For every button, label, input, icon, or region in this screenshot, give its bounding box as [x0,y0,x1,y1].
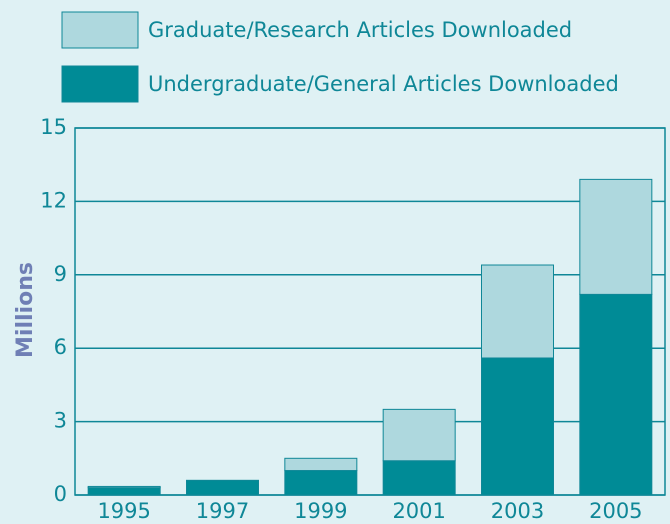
x-tick-label: 2003 [491,499,544,523]
legend-label: Undergraduate/General Articles Downloade… [148,72,619,96]
bar-segment [186,479,259,496]
y-tick-label: 9 [54,262,67,286]
bar-segment [87,485,161,489]
y-tick-label: 0 [54,482,67,506]
legend-label: Graduate/Research Articles Downloaded [148,18,572,42]
x-tick-label: 1995 [97,499,150,523]
bar-segment [481,357,554,496]
bar-segment [579,293,653,496]
bar-segment [382,460,456,496]
x-tick-label: 1999 [294,499,347,523]
y-tick-label: 15 [40,115,67,139]
legend-swatch [61,11,139,49]
plot-frame [74,127,666,496]
y-axis-label: Millions [13,262,38,358]
y-tick-label: 6 [54,335,67,359]
legend-swatch [61,65,139,103]
bar-segment [284,457,358,472]
x-tick-label: 2001 [392,499,445,523]
y-tick-label: 3 [54,409,67,433]
x-tick-label: 2005 [589,499,642,523]
bar-segment [579,178,653,295]
x-tick-label: 1997 [196,499,249,523]
y-tick-label: 12 [40,188,67,212]
bar-segment [87,487,161,496]
bar-segment [481,264,554,359]
bar-segment [382,408,456,462]
bar-segment [284,470,358,496]
